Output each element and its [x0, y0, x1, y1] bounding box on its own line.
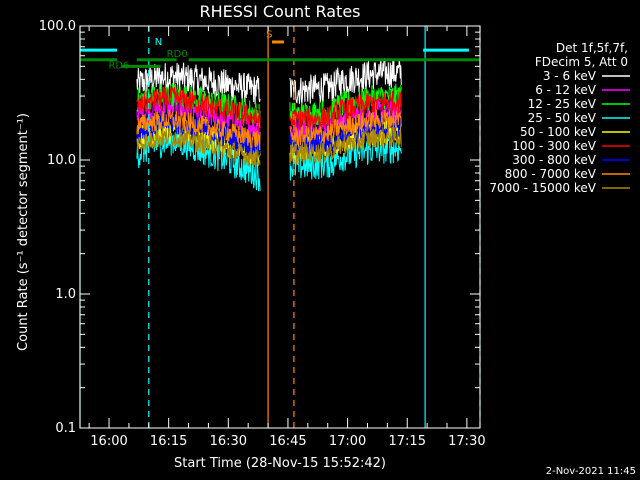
- x-axis-label: Start Time (28-Nov-15 15:52:42): [174, 456, 386, 471]
- legend-label-6: 300 - 800 keV: [512, 153, 596, 167]
- series-line-5-segment-0: [136, 86, 261, 131]
- legend-header-line-1: Det 1f,5f,7f,: [556, 41, 628, 55]
- y-tick-label-2: 1.0: [55, 287, 76, 302]
- legend: Det 1f,5f,7f, FDecim 5, Att 0 3 - 6 keV6…: [489, 41, 630, 195]
- axes: 100.0 10.0 1.0 0.1 16:00 16:15 16:30 16:45 17:00…: [39, 19, 486, 449]
- legend-label-7: 800 - 7000 keV: [505, 167, 597, 181]
- series-line-8-segment-0: [136, 126, 261, 169]
- legend-label-0: 3 - 6 keV: [543, 69, 597, 83]
- chart-title: RHESSI Count Rates: [200, 2, 361, 21]
- legend-label-2: 12 - 25 keV: [528, 97, 597, 111]
- series-line-8-segment-1: [289, 125, 402, 165]
- y-tick-label-0: 100.0: [39, 19, 76, 34]
- series-line-5-segment-1: [289, 90, 402, 131]
- state-label-rd0: RD0: [167, 49, 188, 60]
- plot-frame: [79, 25, 481, 429]
- x-tick-label-4: 17:00: [329, 434, 366, 449]
- x-tick-label-0: 16:00: [90, 434, 127, 449]
- state-label-n: N: [155, 37, 162, 48]
- legend-label-8: 7000 - 15000 keV: [489, 181, 596, 195]
- x-tick-label-6: 17:30: [448, 434, 485, 449]
- legend-label-5: 100 - 300 keV: [512, 139, 596, 153]
- state-label-rd6: RD6: [108, 61, 129, 72]
- legend-label-4: 50 - 100 keV: [520, 125, 597, 139]
- y-axis-label: Count Rate (s⁻¹ detector segment⁻¹): [16, 113, 31, 351]
- y-tick-label-1: 10.0: [47, 153, 76, 168]
- footer-timestamp: 2-Nov-2021 11:45: [546, 466, 636, 477]
- legend-label-3: 25 - 50 keV: [528, 111, 597, 125]
- series-line-7-segment-1: [289, 108, 402, 146]
- legend-label-1: 6 - 12 keV: [535, 83, 597, 97]
- x-tick-label-1: 16:15: [150, 434, 187, 449]
- series-line-0-segment-1: [289, 58, 402, 105]
- state-label-s: S: [266, 30, 272, 41]
- x-tick-label-2: 16:30: [210, 434, 247, 449]
- x-tick-label-5: 17:15: [389, 434, 426, 449]
- legend-header-line-2: FDecim 5, Att 0: [535, 55, 628, 69]
- x-tick-label-3: 16:45: [269, 434, 306, 449]
- y-tick-label-3: 0.1: [55, 421, 76, 436]
